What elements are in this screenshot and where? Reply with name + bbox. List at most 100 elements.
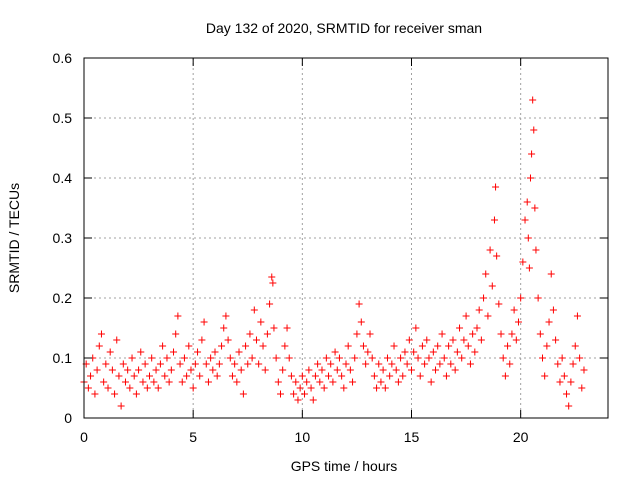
data-point xyxy=(213,372,221,380)
data-point xyxy=(100,378,108,386)
data-point xyxy=(440,354,448,362)
data-point xyxy=(357,318,365,326)
data-point xyxy=(423,336,431,344)
data-point xyxy=(126,384,134,392)
data-point xyxy=(200,318,208,326)
data-point xyxy=(106,348,114,356)
data-point xyxy=(532,246,540,254)
data-point xyxy=(501,372,509,380)
data-point xyxy=(218,342,226,350)
data-point xyxy=(222,312,230,320)
data-point xyxy=(529,96,537,104)
data-point xyxy=(170,348,178,356)
data-point xyxy=(307,384,315,392)
data-point xyxy=(301,390,309,398)
data-points xyxy=(80,96,588,410)
data-point xyxy=(449,336,457,344)
data-point xyxy=(508,330,516,338)
data-point xyxy=(296,384,304,392)
data-point xyxy=(359,342,367,350)
data-point xyxy=(279,366,287,374)
data-point xyxy=(567,378,575,386)
data-point xyxy=(202,360,210,368)
data-point xyxy=(269,279,277,287)
data-point xyxy=(488,282,496,290)
data-point xyxy=(233,378,241,386)
data-point xyxy=(499,354,507,362)
data-point xyxy=(146,372,153,380)
data-point xyxy=(235,348,243,356)
data-point xyxy=(571,342,579,350)
data-point xyxy=(161,372,169,380)
x-axis-label: GPS time / hours xyxy=(291,458,398,474)
data-point xyxy=(322,354,330,362)
data-point xyxy=(154,384,162,392)
data-point xyxy=(292,378,300,386)
data-point xyxy=(277,390,284,398)
data-point xyxy=(349,378,357,386)
data-point xyxy=(429,348,437,356)
data-point xyxy=(111,390,119,398)
data-point xyxy=(93,366,101,374)
y-tick-label: 0.3 xyxy=(53,230,73,246)
data-point xyxy=(506,360,514,368)
data-point xyxy=(438,330,446,338)
data-point xyxy=(259,342,267,350)
y-tick-labels: 0 0.1 0.2 0.3 0.4 0.5 0.6 xyxy=(53,50,73,426)
data-point xyxy=(383,354,391,362)
data-point xyxy=(124,366,132,374)
data-point xyxy=(425,354,433,362)
data-point xyxy=(290,390,298,398)
data-point xyxy=(338,372,346,380)
data-point xyxy=(421,360,429,368)
data-point xyxy=(492,183,500,191)
data-point xyxy=(427,378,435,386)
data-point xyxy=(543,342,551,350)
data-point xyxy=(104,384,112,392)
data-point xyxy=(408,366,415,374)
data-point xyxy=(215,360,223,368)
data-point xyxy=(524,234,532,242)
data-point xyxy=(397,354,405,362)
data-point xyxy=(394,378,402,386)
data-point xyxy=(185,342,193,350)
data-point xyxy=(91,390,99,398)
data-point xyxy=(519,258,527,266)
data-point xyxy=(416,372,424,380)
y-tick-label: 0.5 xyxy=(53,110,73,126)
data-point xyxy=(257,318,265,326)
data-point xyxy=(469,330,477,338)
data-point xyxy=(335,354,343,362)
data-point xyxy=(263,330,271,338)
data-point xyxy=(87,372,95,380)
data-point xyxy=(375,360,383,368)
data-point xyxy=(329,378,337,386)
data-point xyxy=(174,312,182,320)
data-point xyxy=(163,354,171,362)
data-point xyxy=(207,354,215,362)
data-point xyxy=(353,330,361,338)
data-point xyxy=(346,366,354,374)
data-point xyxy=(303,378,311,386)
data-point xyxy=(466,360,474,368)
data-point xyxy=(318,366,326,374)
data-point xyxy=(471,348,479,356)
data-point xyxy=(560,372,568,380)
data-point xyxy=(495,300,503,308)
data-point xyxy=(434,342,442,350)
data-point xyxy=(165,378,173,386)
data-point xyxy=(580,366,588,374)
data-point xyxy=(368,354,376,362)
data-point xyxy=(536,330,544,338)
data-point xyxy=(121,378,129,386)
data-point xyxy=(209,366,217,374)
x-tick-label: 20 xyxy=(513,429,529,445)
data-point xyxy=(541,372,549,380)
data-point xyxy=(115,372,123,380)
data-point xyxy=(298,372,306,380)
data-point xyxy=(462,312,470,320)
data-point xyxy=(504,342,512,350)
data-point xyxy=(545,318,553,326)
data-point xyxy=(432,366,440,374)
data-point xyxy=(388,360,396,368)
